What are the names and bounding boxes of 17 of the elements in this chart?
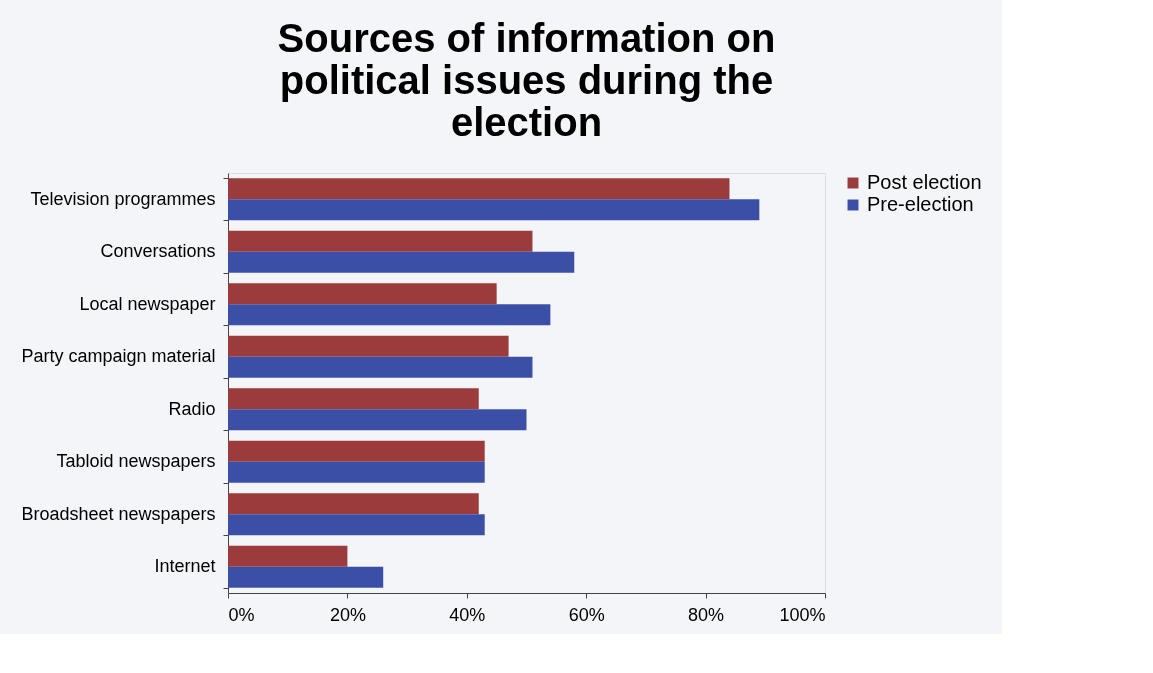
x-tick-label: 20% — [329, 604, 366, 625]
chart-title: Sources of information on political issues during the election — [277, 16, 776, 144]
y-tick-label: Broadsheet newspapers — [21, 503, 216, 524]
legend-label: Post election — [867, 171, 982, 193]
x-tick-label: 60% — [568, 604, 605, 625]
y-tick-label: Television programmes — [30, 188, 216, 209]
x-tick-label: 40% — [449, 604, 486, 625]
x-tick-label: 80% — [688, 604, 725, 625]
y-tick-label: Conversations — [100, 241, 216, 262]
y-tick-label: Party campaign material — [21, 346, 216, 367]
y-tick-label: Radio — [168, 398, 216, 419]
legend-label: Pre-election — [867, 193, 974, 215]
y-tick-label: Local newspaper — [79, 293, 216, 314]
x-tick-label: 100% — [779, 604, 826, 625]
y-tick-label: Tabloid newspapers — [56, 451, 216, 472]
y-tick-label: Internet — [154, 556, 216, 577]
x-tick-label: 0% — [228, 604, 255, 625]
